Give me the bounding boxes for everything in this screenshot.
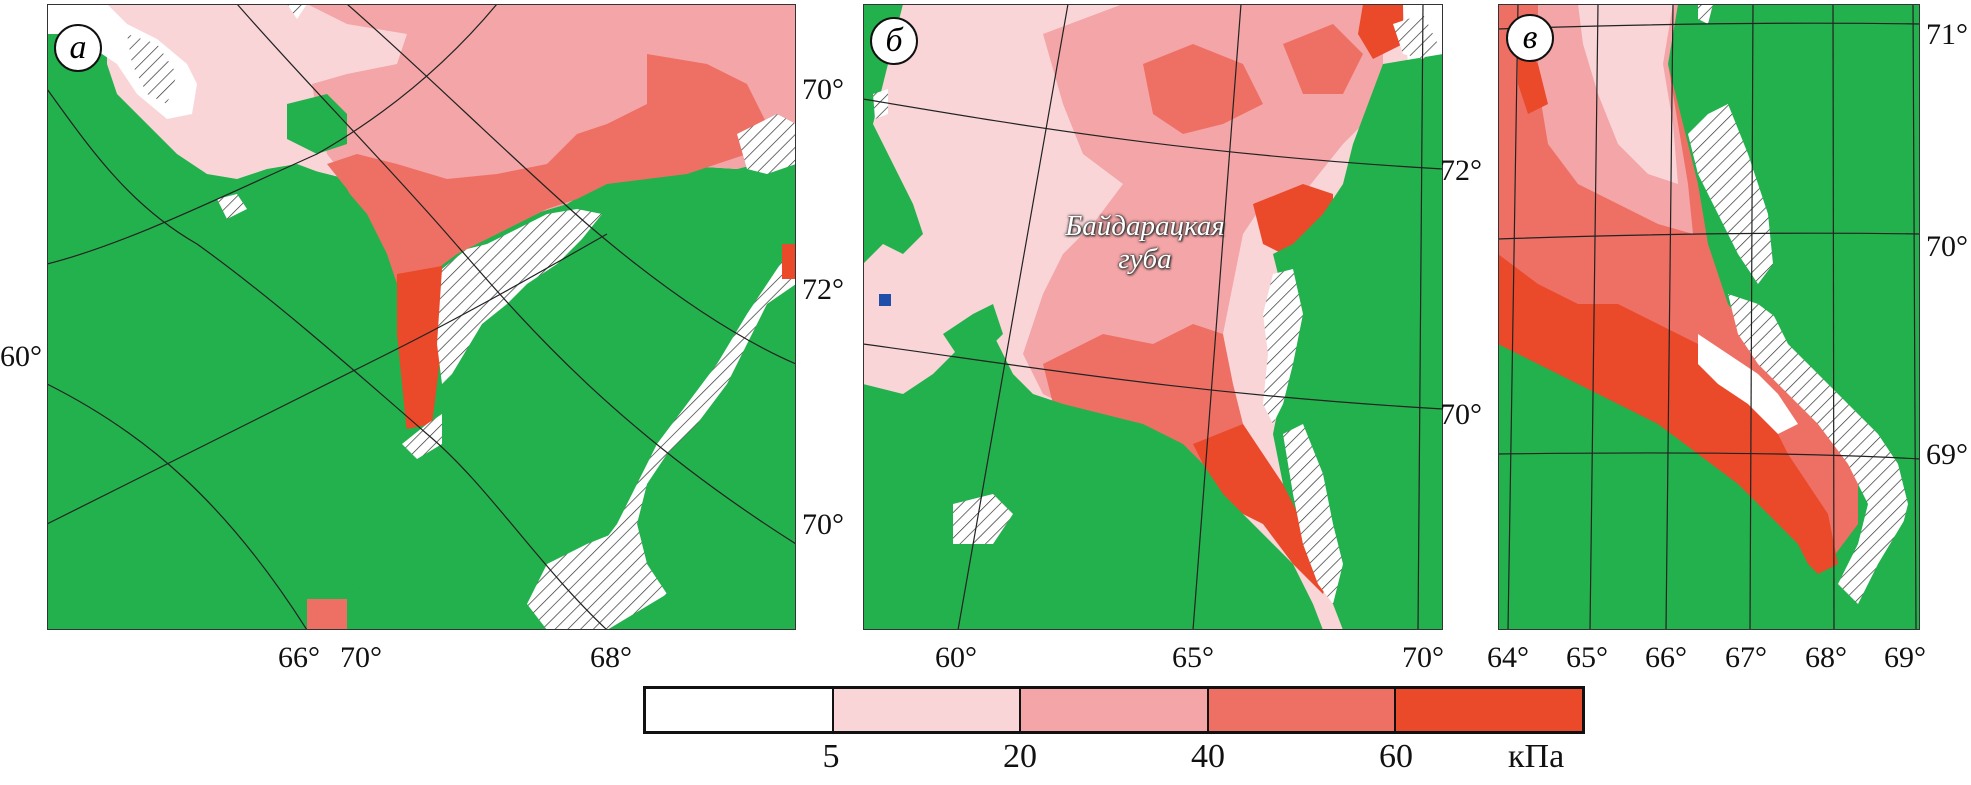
- lat-label-c-3: 69°: [1926, 438, 1968, 471]
- hatched-zone-sw: [953, 494, 1013, 544]
- lon-label-c-1: 64°: [1487, 641, 1529, 674]
- lon-label-c-3: 66°: [1645, 641, 1687, 674]
- lon-label-b-1: 60°: [935, 641, 977, 674]
- place-name-line1: Байдарацкая: [1065, 210, 1225, 242]
- lat-label-a-3: 70°: [802, 508, 844, 541]
- legend-tick-5: 5: [822, 738, 840, 775]
- land-yamal: [47, 34, 407, 630]
- blue-cell: [879, 294, 891, 306]
- panel-label-b: б: [870, 17, 918, 65]
- panel-frame: [863, 4, 1443, 630]
- panel-frame: [1498, 4, 1920, 630]
- place-name-line2: губа: [1118, 243, 1172, 276]
- legend-tick-40: 40: [1191, 738, 1225, 775]
- land-peninsula: [943, 304, 1003, 364]
- lat-label-a-1: 70°: [802, 73, 844, 106]
- hatched-zone-west: [873, 89, 888, 119]
- legend-swatch-0: [646, 689, 834, 731]
- lon-label-c-5: 68°: [1805, 641, 1847, 674]
- lat-label-b-1: 72°: [1440, 154, 1482, 187]
- legend-swatch-4: [1396, 689, 1582, 731]
- hatched-zone-north: [1698, 4, 1713, 24]
- sea-class-20-40: [1023, 4, 1383, 414]
- lon-label-c-6: 69°: [1884, 641, 1926, 674]
- hatched-zone-ne: [737, 114, 796, 174]
- lat-label-a-left: 60°: [0, 340, 42, 373]
- legend-swatch-3: [1208, 689, 1397, 731]
- lon-label-a-2: 70°: [340, 641, 382, 674]
- sea-class-40-60: [327, 54, 767, 294]
- lat-label-c-2: 70°: [1926, 230, 1968, 263]
- legend-tick-20: 20: [1003, 738, 1037, 775]
- lat-label-b-2: 70°: [1440, 398, 1482, 431]
- lat-label-a-2: 72°: [802, 273, 844, 306]
- sea-white-zone: [1698, 334, 1798, 434]
- lat-label-c-1: 71°: [1926, 18, 1968, 51]
- lon-label-a-3: 68°: [590, 641, 632, 674]
- land-spit: [1658, 454, 1728, 494]
- hatched-zone-yamal-tip: [402, 414, 442, 459]
- legend-swatch-1: [833, 689, 1022, 731]
- lon-label-b-2: 65°: [1172, 641, 1214, 674]
- land-west: [863, 4, 923, 264]
- graticule: [1498, 4, 1920, 630]
- hatched-zone-sw: [217, 194, 247, 219]
- sea-class-gt-60: [395, 266, 447, 429]
- land-south: [863, 334, 1323, 630]
- land-gydan: [467, 134, 796, 630]
- land-east: [1713, 4, 1920, 630]
- map-panel-a: [47, 4, 796, 630]
- place-name-baydaratskaya-guba: Байдарацкая губа: [1045, 210, 1245, 277]
- lon-label-c-2: 65°: [1566, 641, 1608, 674]
- sea-class-gt-60: [1193, 4, 1403, 594]
- lon-label-c-4: 67°: [1725, 641, 1767, 674]
- color-legend: [643, 686, 1585, 734]
- hatched-zone-east-coast: [437, 209, 602, 384]
- legend-tick-60: 60: [1379, 738, 1413, 775]
- small-red-patch: [307, 599, 347, 630]
- hatched-zone-ne: [1393, 14, 1438, 59]
- map-panel-c: [1498, 4, 1920, 630]
- hatched-zone-south-tip: [1283, 424, 1343, 604]
- graticule: [47, 4, 796, 630]
- legend-unit: кПа: [1508, 738, 1565, 775]
- hatched-zone-top: [287, 4, 307, 19]
- hatched-zone-south: [527, 524, 647, 630]
- land-bottom-left: [327, 534, 387, 594]
- graticule: [863, 4, 1443, 630]
- sea-class-5-20: [1578, 4, 1678, 184]
- panel-frame: [47, 4, 796, 630]
- lon-label-b-3: 70°: [1402, 641, 1444, 674]
- panel-label-c: в: [1506, 14, 1554, 62]
- hatched-zone-east-shore: [1263, 269, 1303, 424]
- small-red-patch-gulf: [782, 244, 796, 279]
- map-panel-b: [863, 4, 1443, 630]
- hatched-zone-north-a: [127, 34, 177, 104]
- sea-class-40-60: [1043, 24, 1363, 494]
- legend-swatch-2: [1021, 689, 1209, 731]
- lon-label-a-1: 66°: [278, 641, 320, 674]
- hatched-zone-gulf: [1728, 294, 1918, 604]
- panel-label-a: а: [54, 24, 102, 72]
